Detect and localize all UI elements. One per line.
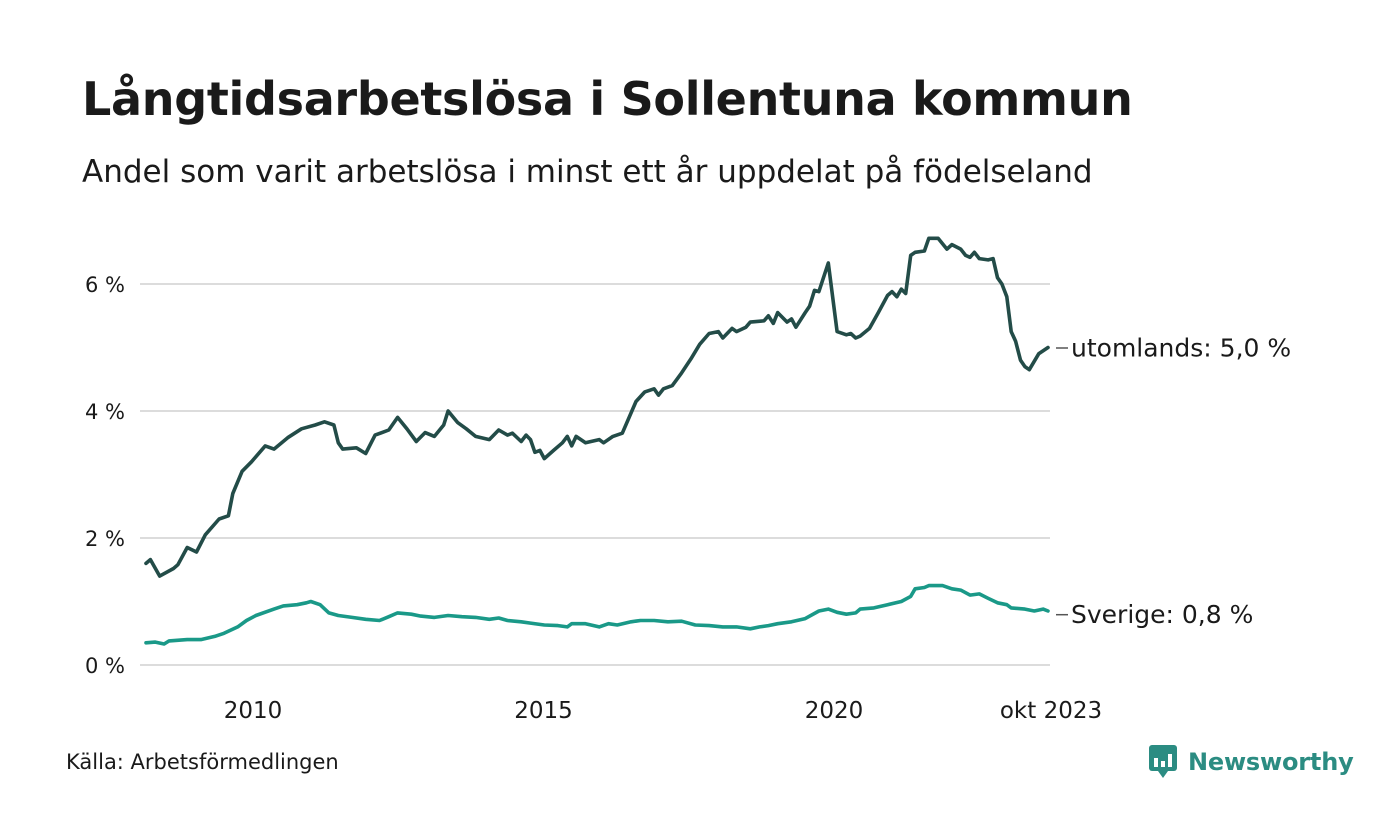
series-line-sverige	[144, 583, 1050, 646]
y-tick-label: 6 %	[85, 273, 125, 297]
brand-name: Newsworthy	[1188, 748, 1354, 776]
series-end-labels: utomlands: 5,0 % Sverige: 0,8 %	[1056, 334, 1291, 629]
chart-title: Långtidsarbetslösa i Sollentuna kommun	[82, 72, 1133, 126]
y-tick-label: 2 %	[85, 527, 125, 551]
x-tick-label: 2010	[224, 698, 283, 724]
series-lines	[144, 236, 1050, 646]
y-tick-label: 0 %	[85, 654, 125, 678]
series-end-label-sverige: Sverige: 0,8 %	[1071, 600, 1253, 629]
gridlines	[140, 283, 1050, 666]
x-tick-label: 2020	[805, 698, 864, 724]
newsworthy-logo-icon	[1149, 745, 1177, 778]
series-line-utomlands	[144, 236, 1050, 578]
x-axis-tick-labels: 2010 2015 2020 okt 2023	[224, 698, 1102, 724]
x-tick-label: 2015	[514, 698, 573, 724]
source-note: Källa: Arbetsförmedlingen	[66, 750, 339, 774]
series-end-label-utomlands: utomlands: 5,0 %	[1071, 334, 1291, 363]
y-axis-tick-labels: 0 % 2 % 4 % 6 %	[85, 273, 125, 678]
chart-subtitle: Andel som varit arbetslösa i minst ett å…	[82, 154, 1093, 190]
brand-logo: Newsworthy	[1148, 744, 1354, 780]
x-tick-label: okt 2023	[1000, 698, 1102, 724]
y-tick-label: 4 %	[85, 400, 125, 424]
